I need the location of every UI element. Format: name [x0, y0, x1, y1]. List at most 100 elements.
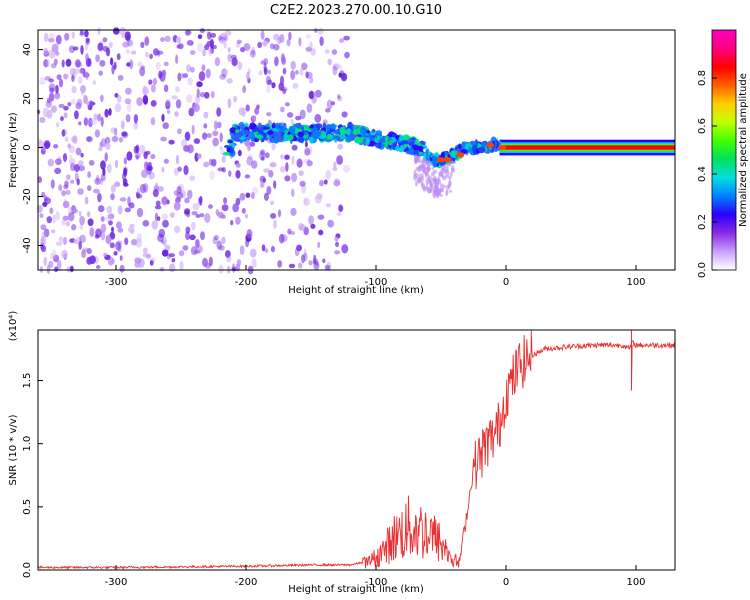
noise-mark: [210, 91, 215, 99]
signal-mark: [288, 125, 296, 134]
noise-mark: [102, 168, 106, 176]
noise-mark: [93, 188, 100, 194]
noise-mark: [78, 210, 82, 217]
noise-mark: [290, 118, 294, 126]
noise-mark: [287, 228, 292, 235]
signal-mark: [275, 135, 283, 143]
noise-mark: [163, 61, 169, 67]
noise-mark: [173, 201, 181, 211]
noise-mark: [247, 145, 251, 152]
noise-mark: [39, 213, 44, 219]
signal-spread-mark: [424, 159, 429, 164]
noise-mark: [221, 155, 226, 163]
noise-mark: [177, 72, 182, 82]
noise-mark: [61, 129, 66, 137]
noise-mark: [46, 109, 53, 119]
noise-mark: [271, 82, 276, 89]
noise-mark: [299, 180, 306, 187]
noise-mark: [43, 32, 49, 42]
noise-mark: [226, 78, 233, 84]
noise-mark: [70, 98, 76, 105]
y-tick-label: -40: [22, 237, 33, 253]
noise-mark: [334, 236, 339, 242]
noise-mark: [279, 33, 285, 43]
noise-mark: [175, 99, 182, 109]
noise-mark: [262, 177, 266, 183]
noise-mark: [45, 100, 52, 108]
noise-mark: [124, 207, 131, 213]
noise-mark: [53, 144, 59, 149]
noise-mark: [216, 107, 222, 117]
noise-mark: [145, 162, 152, 168]
noise-mark: [44, 141, 51, 149]
noise-mark: [223, 69, 229, 76]
noise-mark: [75, 59, 81, 68]
signal-mark: [227, 140, 234, 144]
noise-mark: [319, 179, 324, 187]
noise-mark: [196, 88, 200, 98]
noise-mark: [270, 245, 275, 253]
noise-mark: [74, 164, 80, 172]
noise-mark: [74, 110, 79, 120]
noise-mark: [318, 229, 324, 236]
noise-mark: [64, 32, 70, 41]
noise-mark: [211, 158, 217, 167]
noise-mark: [88, 117, 93, 128]
signal-mark: [368, 140, 376, 147]
noise-mark: [286, 39, 291, 47]
noise-mark: [288, 263, 296, 269]
noise-mark: [150, 100, 157, 107]
noise-mark: [43, 59, 49, 68]
noise-mark: [100, 138, 107, 148]
noise-mark: [177, 128, 182, 135]
snr-panel: -300 -200 -100 0 100 0.0 0.5 1.0 1.5 Height of …: [8, 311, 676, 595]
noise-mark: [85, 39, 90, 45]
noise-mark: [284, 102, 290, 107]
noise-mark: [246, 229, 253, 239]
signal-mark: [249, 122, 256, 130]
x-tick-label: -300: [105, 577, 128, 588]
noise-mark: [83, 94, 88, 104]
noise-mark: [65, 174, 71, 181]
noise-mark: [285, 162, 289, 172]
noise-mark: [206, 133, 212, 138]
noise-mark: [317, 241, 321, 248]
signal-mark: [228, 145, 233, 153]
noise-mark: [163, 158, 169, 164]
signal-mark: [461, 141, 466, 149]
y-tick-label: 1.5: [22, 373, 33, 389]
noise-mark: [68, 145, 75, 154]
noise-mark: [184, 197, 190, 204]
noise-mark: [303, 198, 307, 205]
noise-mark: [51, 43, 59, 53]
noise-mark: [189, 106, 195, 116]
noise-mark: [94, 129, 100, 138]
noise-mark: [48, 78, 54, 83]
noise-mark: [108, 108, 112, 116]
noise-mark: [183, 145, 191, 152]
noise-mark: [55, 210, 60, 221]
noise-mark: [71, 31, 76, 39]
signal-mark: [318, 135, 327, 140]
noise-mark: [100, 116, 104, 127]
noise-mark: [67, 102, 72, 107]
noise-mark: [62, 215, 69, 221]
noise-mark: [114, 92, 119, 98]
noise-mark: [160, 136, 167, 142]
noise-mark: [120, 120, 125, 130]
noise-mark: [73, 238, 79, 245]
noise-mark: [282, 88, 287, 95]
x-tick-label: 0: [503, 577, 509, 588]
signal-mark: [330, 123, 336, 131]
noise-mark: [86, 100, 94, 108]
noise-mark: [324, 49, 330, 54]
snr-spike: [630, 330, 633, 391]
noise-mark: [161, 196, 168, 206]
signal-mark: [450, 150, 458, 155]
noise-mark: [171, 258, 176, 263]
noise-mark: [185, 64, 192, 73]
noise-mark: [316, 193, 323, 200]
noise-mark: [139, 183, 147, 194]
noise-mark: [273, 180, 277, 189]
noise-mark: [279, 166, 286, 173]
